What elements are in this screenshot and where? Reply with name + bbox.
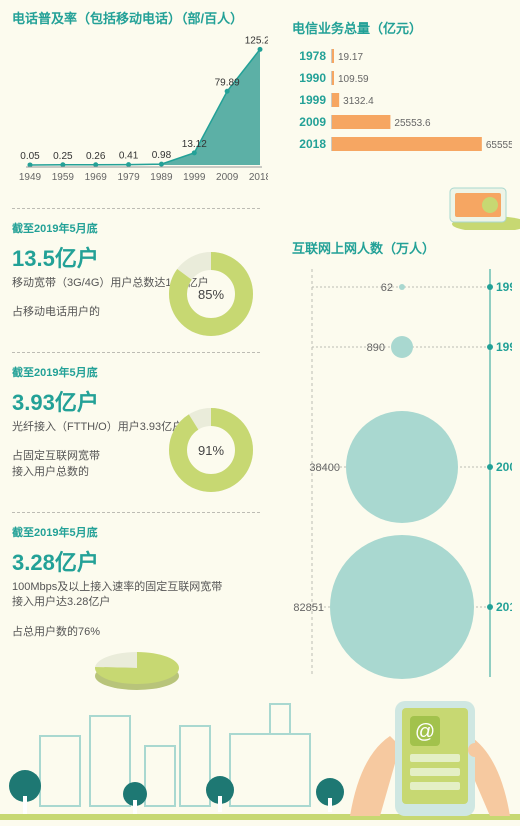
svg-text:2018: 2018 (249, 172, 268, 183)
mobile-bb-donut: 85% (167, 250, 255, 338)
internet-svg: 1997 62 1999 890 2009 38400 2018 82851 (292, 257, 512, 687)
divider-2 (12, 352, 260, 353)
infographic-page: 电话普及率（包括移动电话）（部/百人） 1949 1959 1969 1979 1989… (0, 0, 520, 826)
svg-text:38400: 38400 (309, 462, 340, 474)
svg-text:1949: 1949 (19, 172, 42, 183)
svg-text:890: 890 (367, 342, 385, 354)
divider-top (12, 208, 260, 209)
svg-text:1999: 1999 (299, 93, 326, 107)
svg-text:0.05: 0.05 (20, 151, 40, 162)
mbps-section: 截至2019年5月底 3.28亿户 100Mbps及以上接入速率的固定互联网宽带… (12, 524, 272, 694)
svg-text:1997: 1997 (496, 280, 512, 294)
ftth-section: 截至2019年5月底 3.93亿户 光纤接入（FTTH/O）用户3.93亿户 占… (12, 364, 272, 494)
telecom-chart: 电信业务总量（亿元） 1978 19.17 1990 109.59 1999 3132.4… (292, 18, 512, 172)
svg-text:79.89: 79.89 (215, 77, 240, 88)
bottom-illustration: @ (0, 696, 520, 826)
svg-text:2018: 2018 (496, 600, 512, 614)
ftth-donut-label: 91% (198, 443, 224, 458)
svg-text:2009: 2009 (216, 172, 239, 183)
svg-text:65555.73: 65555.73 (486, 140, 512, 151)
svg-text:1999: 1999 (183, 172, 206, 183)
svg-text:2009: 2009 (496, 460, 512, 474)
phone-chart: 电话普及率（包括移动电话）（部/百人） 1949 1959 1969 1979 1989… (12, 8, 268, 188)
svg-text:1979: 1979 (117, 172, 140, 183)
svg-text:19.17: 19.17 (338, 52, 363, 63)
ftth-donut: 91% (167, 406, 255, 494)
mobile-bb-date: 截至2019年5月底 (12, 220, 272, 236)
svg-text:0.41: 0.41 (119, 151, 139, 162)
mbps-date: 截至2019年5月底 (12, 524, 272, 540)
mbps-big: 3.28亿户 (12, 545, 272, 577)
phone-chart-svg: 1949 1959 1969 1979 1989 1999 2009 2018 0.05 0.2… (12, 27, 268, 187)
mbps-line1: 100Mbps及以上接入速率的固定互联网宽带 (12, 580, 272, 595)
svg-text:1990: 1990 (299, 71, 326, 85)
telecom-title: 电信业务总量（亿元） (292, 18, 512, 37)
ftth-date: 截至2019年5月底 (12, 364, 272, 380)
svg-text:13.12: 13.12 (182, 139, 207, 150)
phone-illustration-small (430, 180, 520, 230)
phone-chart-title: 电话普及率（包括移动电话）（部/百人） (12, 8, 268, 27)
svg-text:2009: 2009 (299, 115, 326, 129)
svg-text:1969: 1969 (85, 172, 108, 183)
internet-title: 互联网上网人数（万人） (292, 238, 512, 257)
svg-text:0.98: 0.98 (152, 150, 172, 161)
svg-text:@: @ (415, 721, 435, 743)
svg-text:1978: 1978 (299, 49, 326, 63)
svg-text:2018: 2018 (299, 137, 326, 151)
svg-text:125.29: 125.29 (245, 35, 268, 46)
svg-text:25553.6: 25553.6 (394, 118, 431, 129)
svg-text:3132.4: 3132.4 (343, 96, 374, 107)
divider-3 (12, 512, 260, 513)
mbps-line1b: 接入用户达3.28亿户 (12, 595, 272, 610)
svg-text:62: 62 (381, 282, 393, 294)
mobile-bb-donut-label: 85% (198, 287, 224, 302)
svg-text:0.25: 0.25 (53, 151, 73, 162)
svg-text:0.26: 0.26 (86, 151, 106, 162)
internet-chart: 互联网上网人数（万人） 1997 62 1999 890 2009 38400 2018 82… (292, 238, 512, 688)
telecom-svg: 1978 19.17 1990 109.59 1999 3132.4 2009 25553.6… (292, 37, 512, 167)
svg-text:82851: 82851 (293, 602, 324, 614)
svg-text:1999: 1999 (496, 340, 512, 354)
mobile-bb-section: 截至2019年5月底 13.5亿户 移动宽带（3G/4G）用户总数达13.5亿户… (12, 220, 272, 335)
svg-text:109.59: 109.59 (338, 74, 369, 85)
svg-text:1989: 1989 (150, 172, 173, 183)
svg-text:1959: 1959 (52, 172, 75, 183)
